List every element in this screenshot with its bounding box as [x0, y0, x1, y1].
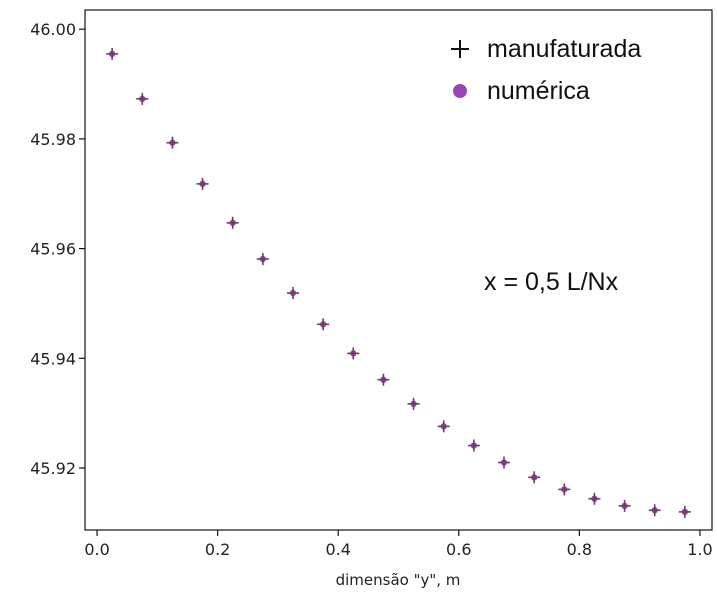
manufaturada-point: [528, 471, 541, 484]
x-tick-label: 0.6: [446, 540, 471, 559]
legend: manufaturada numérica: [451, 35, 641, 105]
legend-circle-marker: [453, 84, 467, 98]
manufaturada-point: [618, 499, 631, 512]
legend-plus-marker: [451, 40, 469, 58]
manufaturada-point: [467, 439, 480, 452]
manufaturada-point: [437, 420, 450, 433]
x-tick-label: 0.2: [205, 540, 230, 559]
manufaturada-point: [256, 253, 269, 266]
manufaturada-point: [558, 483, 571, 496]
y-tick-label: 45.92: [30, 459, 76, 478]
x-axis-label: dimensão "y", m: [336, 571, 461, 589]
legend-label-manufaturada: manufaturada: [487, 35, 641, 63]
y-tick-label: 46.00: [30, 20, 76, 39]
manufaturada-point: [648, 504, 661, 517]
manufaturada-point: [166, 136, 179, 149]
x-tick-label: 1.0: [687, 540, 712, 559]
manufaturada-point: [317, 318, 330, 331]
x-tick-label: 0.4: [325, 540, 350, 559]
x-tick-label: 0.0: [84, 540, 109, 559]
manufaturada-point: [196, 177, 209, 190]
y-tick-label: 45.98: [30, 130, 76, 149]
manufaturada-point: [136, 92, 149, 105]
manufaturada-point: [226, 216, 239, 229]
x-tick-label: 0.8: [567, 540, 592, 559]
manufaturada-point: [377, 373, 390, 386]
y-tick-label: 45.96: [30, 240, 76, 259]
manufaturada-point: [286, 287, 299, 300]
legend-label-numerica: numérica: [487, 77, 590, 105]
manufaturada-point: [106, 47, 119, 60]
manufaturada-point: [678, 505, 691, 518]
y-tick-label: 45.94: [30, 349, 76, 368]
plot-frame: [84, 9, 713, 531]
manufaturada-point: [347, 347, 360, 360]
data-points: [106, 47, 691, 518]
x-axis: 0.0 0.2 0.4 0.6 0.8 1.0: [84, 530, 713, 559]
manufaturada-point: [588, 492, 601, 505]
manufaturada-point: [498, 456, 511, 469]
y-axis: 45.92 45.94 45.96 45.98 46.00: [30, 20, 85, 478]
annotation-text: x = 0,5 L/Nx: [484, 268, 619, 296]
manufaturada-point: [407, 397, 420, 410]
